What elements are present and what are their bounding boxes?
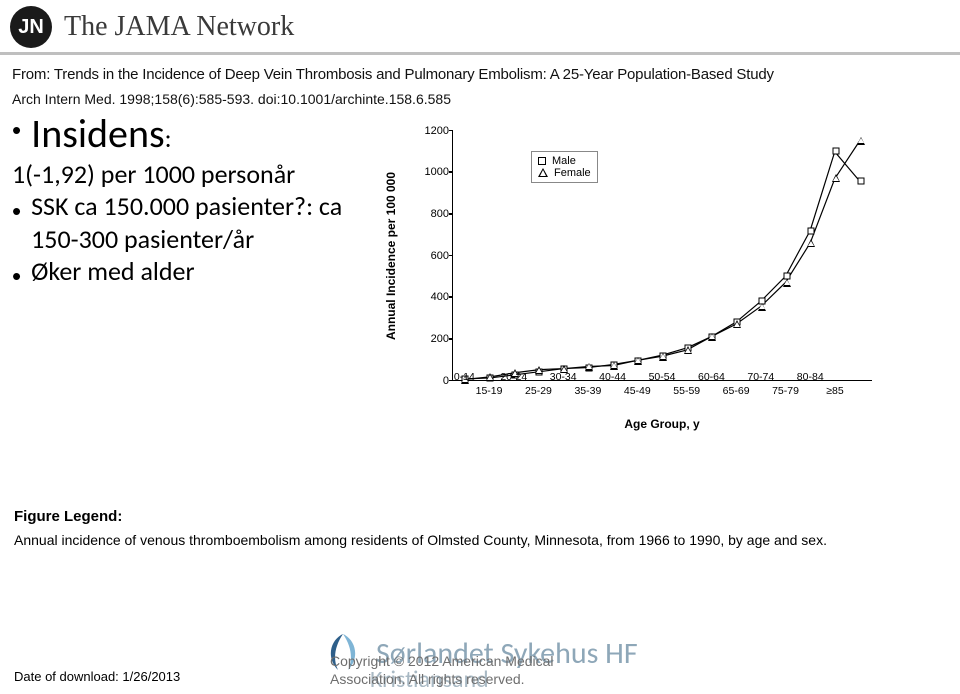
x-tick-label: 15-19 (476, 385, 503, 397)
citation-line: Arch Intern Med. 1998;158(6):585-593. do… (12, 91, 948, 107)
bullet-dot-icon: • (12, 263, 21, 289)
square-marker-icon (808, 227, 815, 234)
x-tick-label: 55-59 (673, 385, 700, 397)
x-tick-label: 65-69 (723, 385, 750, 397)
triangle-marker-icon (807, 239, 815, 247)
triangle-marker-icon (783, 279, 791, 287)
x-tick-label: 80-84 (797, 371, 824, 383)
from-line: From: Trends in the Incidence of Deep Ve… (12, 65, 948, 85)
header-bar: JN The JAMA Network (0, 0, 960, 55)
x-tick-label: 0-14 (454, 371, 475, 383)
bullet-sub-2: SSK ca 150.000 pasienter?: ca 150-300 pa… (31, 190, 352, 255)
x-tick-label: 75-79 (772, 385, 799, 397)
y-tick-label: 400 (417, 291, 449, 303)
y-tick-mark (449, 296, 453, 298)
legend-row-male: Male (538, 155, 591, 167)
chart-lines-svg (453, 131, 872, 380)
from-prefix: From: (12, 66, 50, 83)
triangle-marker-icon (535, 366, 543, 374)
triangle-marker-icon (585, 363, 593, 371)
x-axis-label: Age Group, y (452, 417, 872, 431)
triangle-marker-icon (538, 168, 548, 177)
bullet-sub-3: Øker med alder (31, 255, 194, 288)
figure-legend-title: Figure Legend: (14, 508, 914, 525)
x-tick-label: 60-64 (698, 371, 725, 383)
y-axis-label: Annual Incidence per 100 000 (384, 171, 398, 339)
triangle-marker-icon (610, 362, 618, 370)
y-tick-mark (449, 213, 453, 215)
figure-legend-body: Annual incidence of venous thromboemboli… (14, 531, 914, 550)
triangle-marker-icon (733, 320, 741, 328)
x-tick-label: 20-24 (500, 371, 527, 383)
copyright-1: Copyright © 2012 American Medical (330, 652, 554, 670)
x-tick-label: 25-29 (525, 385, 552, 397)
figure-legend-block: Figure Legend: Annual incidence of venou… (14, 508, 914, 550)
incidence-chart: Annual Incidence per 100 000 Male Female (382, 117, 902, 447)
x-tick-label: ≥85 (826, 385, 843, 397)
y-axis-label-wrap: Annual Incidence per 100 000 (382, 131, 400, 381)
jama-logo-icon: JN (10, 6, 52, 48)
network-title: The JAMA Network (64, 11, 294, 43)
y-tick-label: 1200 (417, 125, 449, 137)
y-tick-label: 0 (417, 375, 449, 387)
x-tick-label: 50-54 (649, 371, 676, 383)
chart-wrap: Annual Incidence per 100 000 Male Female (352, 109, 948, 447)
x-tick-label: 35-39 (574, 385, 601, 397)
x-tick-label: 40-44 (599, 371, 626, 383)
y-tick-label: 200 (417, 333, 449, 345)
plot-area: Male Female 020040060080010001200 (452, 131, 872, 381)
copyright-2: Association. All rights reserved. (330, 670, 554, 688)
x-tick-label: 30-34 (550, 371, 577, 383)
insidens-colon: : (165, 122, 172, 154)
triangle-marker-icon (708, 333, 716, 341)
square-marker-icon (857, 177, 864, 184)
y-tick-label: 600 (417, 250, 449, 262)
triangle-marker-icon (659, 353, 667, 361)
from-title: Trends in the Incidence of Deep Vein Thr… (54, 66, 774, 83)
copyright-block: Copyright © 2012 American Medical Associ… (330, 652, 554, 688)
bullet-sub-1: 1(-1,92) per 1000 personår (12, 158, 352, 191)
triangle-marker-icon (486, 373, 494, 381)
bullet-dot-icon: • (12, 117, 21, 143)
legend-label-male: Male (552, 155, 576, 167)
triangle-marker-icon (684, 346, 692, 354)
download-date: Date of download: 1/26/2013 (14, 669, 180, 684)
y-tick-mark (449, 130, 453, 132)
legend-label-female: Female (554, 167, 591, 179)
body-row: • Insidens: 1(-1,92) per 1000 personår •… (12, 109, 948, 447)
bullet-dot-icon: • (12, 198, 21, 224)
y-tick-mark (449, 171, 453, 173)
triangle-marker-icon (758, 303, 766, 311)
y-tick-label: 800 (417, 208, 449, 220)
content-area: From: Trends in the Incidence of Deep Ve… (0, 55, 960, 447)
insidens-label: Insidens (31, 109, 165, 158)
x-tick-label: 70-74 (747, 371, 774, 383)
y-tick-mark (449, 380, 453, 382)
triangle-marker-icon (634, 357, 642, 365)
square-marker-icon (538, 157, 546, 165)
x-tick-label: 45-49 (624, 385, 651, 397)
triangle-marker-icon (857, 137, 865, 145)
triangle-marker-icon (832, 174, 840, 182)
y-tick-label: 1000 (417, 166, 449, 178)
y-tick-mark (449, 255, 453, 257)
square-marker-icon (832, 148, 839, 155)
chart-legend: Male Female (531, 151, 598, 183)
bullets-block: • Insidens: 1(-1,92) per 1000 personår •… (12, 109, 352, 447)
y-tick-mark (449, 338, 453, 340)
legend-row-female: Female (538, 167, 591, 179)
